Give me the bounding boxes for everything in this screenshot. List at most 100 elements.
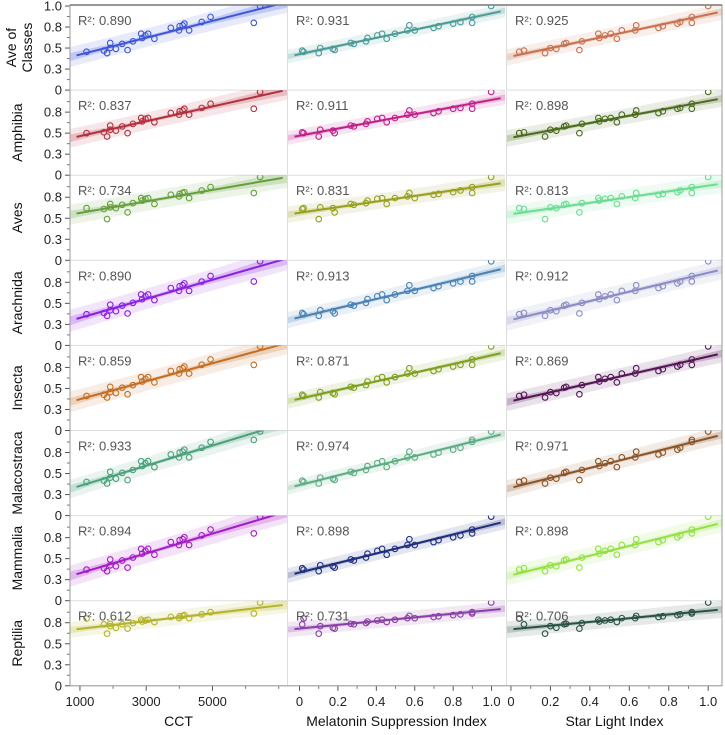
data-point	[631, 454, 639, 461]
r-squared-label: R²: 0.831	[296, 183, 349, 198]
data-point	[520, 309, 528, 317]
data-point	[364, 118, 371, 125]
data-point	[595, 462, 603, 470]
data-point	[613, 463, 621, 471]
data-point	[520, 621, 528, 628]
x-tick-label: 5000	[198, 694, 227, 709]
data-point	[179, 535, 186, 543]
data-point	[112, 389, 120, 397]
data-point	[118, 123, 126, 130]
data-point	[118, 40, 126, 48]
data-point	[578, 619, 586, 627]
r-squared-label: R²: 0.734	[78, 183, 131, 198]
data-point	[406, 364, 413, 372]
data-point	[468, 100, 476, 108]
row-label-line: Insecta	[9, 365, 25, 410]
data-point	[129, 299, 137, 307]
data-point	[129, 199, 137, 207]
data-point	[576, 390, 583, 398]
data-point	[515, 478, 523, 486]
r-squared-label: R²: 0.913	[296, 268, 349, 283]
row-label-line: Classes	[19, 23, 35, 73]
data-point	[298, 621, 306, 628]
data-point	[83, 478, 90, 486]
r-squared-label: R²: 0.813	[515, 183, 568, 198]
data-point	[378, 114, 386, 122]
data-point	[515, 310, 523, 318]
data-point	[688, 19, 696, 27]
data-point	[118, 557, 126, 564]
data-point	[124, 310, 131, 317]
data-point	[300, 392, 307, 400]
confidence-band	[70, 90, 287, 143]
data-point	[185, 111, 193, 118]
data-point	[181, 446, 188, 454]
data-point	[457, 611, 464, 618]
x-tick-label: 0.4	[581, 694, 599, 709]
data-point	[300, 48, 307, 56]
data-point	[256, 430, 264, 435]
data-point	[373, 375, 381, 383]
data-point	[631, 27, 639, 34]
data-point	[594, 373, 602, 381]
data-point	[250, 361, 258, 369]
data-point	[378, 194, 386, 202]
panel-4-0	[70, 345, 287, 413]
data-point	[595, 378, 603, 385]
data-point	[618, 27, 626, 34]
data-point	[175, 27, 183, 34]
data-point	[578, 37, 586, 45]
data-point	[167, 451, 175, 458]
data-point	[207, 100, 214, 108]
panel-6-0	[70, 515, 287, 587]
r-squared-label: R²: 0.971	[515, 439, 568, 454]
x-tick-label: 0.6	[406, 694, 424, 709]
data-point	[138, 618, 146, 625]
data-point	[449, 446, 457, 454]
r-squared-label: R²: 0.869	[515, 353, 568, 368]
data-point	[688, 436, 696, 444]
data-point	[578, 466, 586, 474]
data-point	[144, 373, 152, 381]
data-point	[552, 624, 560, 632]
data-point	[329, 389, 337, 397]
r-squared-label: R²: 0.859	[78, 353, 131, 368]
data-point	[364, 618, 371, 625]
data-point	[83, 615, 90, 622]
data-point	[83, 310, 90, 318]
data-point	[541, 630, 549, 638]
data-point	[704, 430, 712, 435]
data-point	[541, 312, 549, 320]
data-point	[329, 562, 337, 570]
data-point	[449, 363, 457, 370]
data-point	[144, 457, 152, 465]
data-point	[144, 114, 152, 122]
y-tick-label: 0.3	[44, 232, 62, 247]
data-point	[138, 197, 146, 204]
data-point	[256, 260, 264, 265]
data-point	[576, 625, 583, 632]
x-tick-label: 0.2	[541, 694, 559, 709]
data-point	[167, 109, 175, 117]
y-tick-label: 0.8	[44, 445, 62, 460]
data-point	[198, 187, 206, 194]
y-tick-label: 0.3	[44, 487, 62, 502]
data-point	[659, 365, 667, 373]
data-point	[659, 612, 667, 620]
data-point	[124, 390, 131, 398]
data-point	[704, 5, 712, 10]
y-tick-label: 0.5	[44, 636, 62, 651]
data-point	[350, 469, 358, 477]
x-tick-label: 0.2	[329, 694, 347, 709]
data-point	[83, 204, 90, 212]
data-point	[468, 610, 476, 617]
data-point	[391, 457, 399, 465]
y-tick-label: 0	[55, 423, 62, 438]
data-point	[406, 189, 413, 197]
data-point	[315, 215, 323, 223]
data-point	[449, 188, 457, 196]
data-point	[704, 600, 712, 606]
data-point	[607, 194, 615, 202]
data-point	[256, 515, 264, 520]
